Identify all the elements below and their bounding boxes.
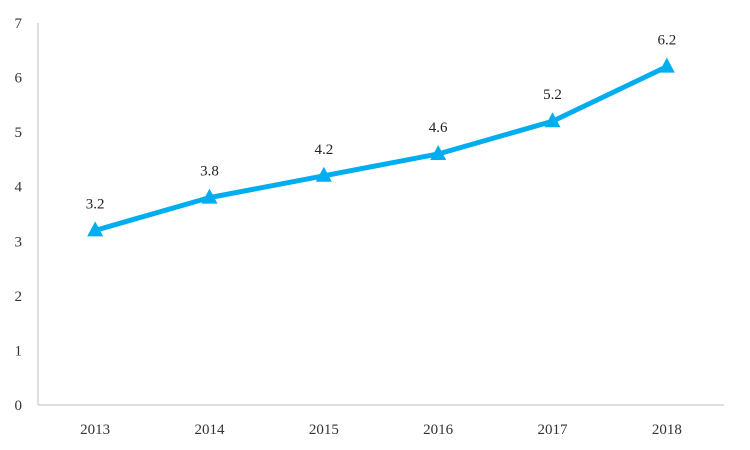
x-tick-label: 2016 bbox=[423, 422, 454, 438]
series-line bbox=[92, 64, 670, 233]
y-tick-label: 7 bbox=[15, 16, 23, 32]
y-tick-label: 1 bbox=[15, 343, 23, 359]
data-point-marker bbox=[658, 57, 675, 73]
data-point-marker bbox=[201, 188, 218, 204]
y-tick-label: 5 bbox=[15, 125, 23, 141]
data-point-marker bbox=[315, 166, 332, 182]
x-tick-label: 2015 bbox=[309, 422, 339, 438]
data-point-marker bbox=[87, 221, 104, 237]
x-axis-ticks: 2013 2014 2015 2016 2017 2018 bbox=[80, 422, 682, 438]
data-label: 5.2 bbox=[543, 87, 562, 103]
y-tick-label: 6 bbox=[15, 71, 23, 87]
y-tick-label: 3 bbox=[15, 234, 23, 250]
y-axis-ticks: 0 1 2 3 4 5 6 7 bbox=[15, 16, 23, 414]
y-tick-label: 0 bbox=[15, 398, 23, 414]
y-tick-label: 2 bbox=[15, 289, 23, 305]
x-tick-label: 2018 bbox=[652, 422, 682, 438]
data-label: 4.2 bbox=[314, 142, 333, 158]
x-tick-label: 2017 bbox=[538, 422, 569, 438]
x-tick-label: 2014 bbox=[195, 422, 226, 438]
data-label: 4.6 bbox=[429, 120, 448, 136]
data-label: 6.2 bbox=[657, 33, 676, 49]
data-point-marker bbox=[544, 112, 561, 128]
data-label: 3.8 bbox=[200, 164, 219, 180]
data-label: 3.2 bbox=[86, 196, 105, 212]
y-tick-label: 4 bbox=[15, 180, 23, 196]
data-point-marker bbox=[430, 144, 447, 160]
x-tick-label: 2013 bbox=[80, 422, 110, 438]
series-layer: 3.2 3.8 4.2 4.6 5.2 6.2 bbox=[86, 33, 676, 237]
